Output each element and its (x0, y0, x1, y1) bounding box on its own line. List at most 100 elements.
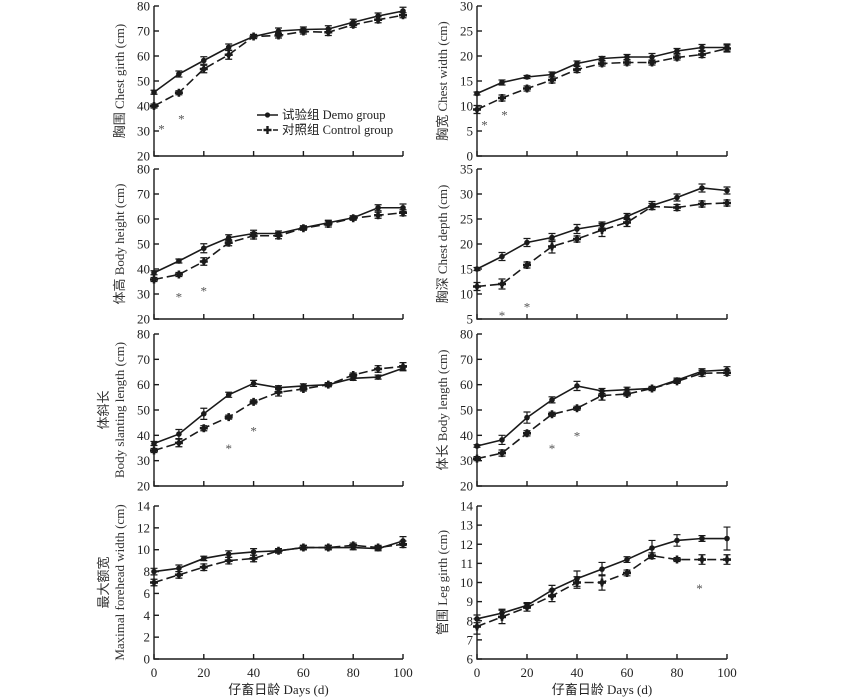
panel-body-length: 20 30 40 50 60 70 80 体长 Body length (cm) * * (435, 327, 731, 494)
control-point-dot (474, 283, 480, 290)
x-tick-label: 20 (197, 665, 210, 680)
x-tick-label: 100 (393, 665, 413, 680)
y-tick-label: 9 (467, 594, 474, 609)
demo-point (624, 54, 630, 60)
y-tick-label: 15 (460, 262, 473, 277)
y-tick-label: 80 (137, 0, 150, 14)
demo-point (524, 74, 530, 80)
control-point-dot (574, 236, 580, 242)
control-point-dot (499, 95, 505, 101)
control-point-dot (375, 17, 381, 23)
legend-control-marker (263, 126, 272, 134)
y-axis-label: 体高 Body height (cm) (112, 184, 127, 305)
y-tick-label: 5 (467, 312, 474, 327)
axes (476, 334, 727, 487)
demo-point (574, 226, 580, 232)
y-tick-label: 2 (144, 630, 151, 645)
demo-point (724, 187, 730, 194)
significance-marker: * (574, 428, 581, 443)
y-tick-label: 5 (467, 124, 474, 139)
y-tick-label: 20 (137, 479, 150, 494)
demo-point (176, 258, 182, 264)
control-line (476, 371, 728, 460)
control-point-dot (151, 447, 157, 454)
demo-point (176, 71, 182, 77)
demo-point (151, 568, 157, 575)
y-tick-label: 8 (467, 613, 474, 628)
control-point-dot (499, 450, 505, 456)
demo-point (549, 234, 555, 241)
control-point-dot (674, 556, 680, 563)
x-axis-label: 仔畜日龄 Days (d) (552, 682, 652, 697)
y-tick-label: 10 (460, 99, 473, 114)
demo-point (375, 374, 381, 380)
x-tick-label: 0 (474, 665, 481, 680)
demo-point (549, 397, 555, 403)
control-point-dot (649, 553, 655, 559)
significance-marker: * (549, 441, 556, 456)
control-point-dot (549, 77, 555, 83)
y-tick-label: 10 (137, 542, 150, 557)
control-point-dot (251, 33, 257, 40)
y-tick-label: 20 (137, 312, 150, 327)
control-point-dot (724, 556, 730, 563)
control-point-dot (176, 572, 182, 578)
y-tick-label: 60 (137, 377, 150, 392)
y-tick-label: 50 (137, 237, 150, 252)
significance-marker: * (499, 308, 506, 323)
series-control (473, 199, 731, 292)
demo-point (201, 411, 207, 417)
control-point-dot (226, 558, 232, 564)
control-point-dot (549, 593, 555, 599)
y-tick-label: 40 (137, 99, 150, 114)
demo-point (724, 535, 730, 542)
control-point-dot (350, 22, 356, 28)
x-tick-label: 80 (671, 665, 684, 680)
control-point-dot (524, 604, 530, 610)
y-tick-label: 50 (460, 403, 473, 418)
demo-point (225, 551, 232, 557)
demo-point (474, 443, 480, 449)
y-tick-label: 70 (137, 24, 150, 39)
control-point-dot (599, 392, 605, 399)
control-point-dot (599, 60, 605, 67)
control-point-dot (524, 430, 530, 436)
panel-chest-depth: 5 10 15 20 25 30 35 胸深 Chest depth (cm) * * (435, 162, 731, 327)
y-tick-label: 20 (460, 49, 473, 64)
control-point-dot (375, 366, 381, 372)
y-axis-label-cn: 体斜长 (96, 390, 111, 429)
y-tick-label: 70 (137, 352, 150, 367)
control-point-dot (674, 204, 680, 211)
control-point-dot (151, 579, 157, 586)
demo-point (674, 48, 680, 54)
legend: 试验组 Demo group 对照组 Control group (257, 107, 393, 137)
demo-point (674, 194, 680, 201)
significance-marker: * (524, 300, 531, 315)
y-tick-label: 14 (460, 499, 474, 514)
control-point-dot (300, 28, 306, 35)
y-tick-label: 30 (460, 187, 473, 202)
y-tick-label: 40 (137, 262, 150, 277)
demo-point (375, 204, 381, 211)
control-point-dot (624, 59, 630, 66)
demo-point (474, 90, 480, 97)
control-point-dot (699, 201, 705, 207)
control-point-dot (474, 623, 480, 630)
x-tick-label: 0 (151, 665, 158, 680)
demo-point (151, 269, 157, 276)
x-tick-label: 60 (621, 665, 634, 680)
control-point-dot (325, 382, 331, 388)
control-point-dot (151, 276, 157, 283)
series-control (473, 368, 731, 463)
demo-point (176, 431, 182, 437)
y-tick-label: 60 (137, 212, 150, 227)
control-point-dot (724, 200, 730, 206)
y-axis-label-en: Maximal forehead width (cm) (112, 504, 127, 660)
y-tick-label: 6 (144, 586, 151, 601)
control-point-dot (226, 240, 232, 246)
y-tick-label: 25 (460, 212, 473, 227)
control-point-dot (375, 544, 381, 551)
control-point-dot (574, 66, 580, 73)
control-point-dot (176, 440, 182, 446)
